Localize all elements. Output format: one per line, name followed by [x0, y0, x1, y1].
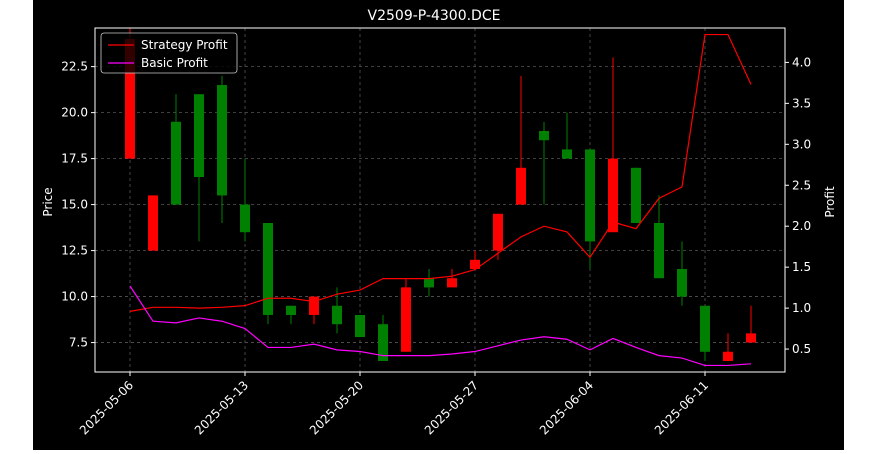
candle-body	[608, 158, 618, 233]
candle-body	[493, 213, 503, 251]
candle-body	[447, 278, 457, 288]
y-tick-label-left: 22.5	[61, 60, 88, 74]
y-tick-label-left: 12.5	[61, 244, 88, 258]
candlestick-chart: 7.5 10.0 12.5 15.0 17.5 20.0 22.5 2025-05-06 202…	[41, 8, 837, 437]
candle-body	[746, 333, 756, 343]
candle-body	[470, 259, 480, 269]
candle-body	[562, 149, 572, 159]
candle-body	[286, 305, 296, 315]
candle-body	[194, 94, 204, 178]
candle-body	[263, 222, 273, 315]
candle-body	[677, 268, 687, 297]
y-tick-label-left: 20.0	[61, 106, 88, 120]
candle-body	[171, 121, 181, 205]
candle-body	[723, 351, 733, 361]
y-axis-label-left: Price	[41, 187, 55, 216]
legend-box	[100, 32, 238, 74]
x-tick-label: 2025-05-13	[192, 378, 251, 437]
candle-body	[585, 149, 595, 242]
candle-body	[631, 167, 641, 223]
legend: Strategy Profit Basic Profit	[100, 32, 238, 74]
candle-body	[424, 278, 434, 288]
chart-figure: 7.5 10.0 12.5 15.0 17.5 20.0 22.5 2025-05-06 202…	[33, 0, 844, 450]
candle-body	[516, 167, 526, 205]
x-tick-label: 2025-06-04	[537, 378, 596, 437]
y-tick-label-right: 1.5	[792, 260, 811, 274]
candle-body	[355, 314, 365, 338]
y-tick-label-left: 10.0	[61, 290, 88, 304]
legend-label: Strategy Profit	[141, 38, 228, 52]
x-tick-label: 2025-05-27	[422, 378, 481, 437]
y-tick-label-right: 3.0	[792, 137, 811, 151]
legend-label: Basic Profit	[141, 56, 208, 70]
candle-body	[309, 296, 319, 315]
plot-frame	[94, 27, 786, 373]
profit-lines	[129, 33, 752, 367]
y-tick-label-right: 1.0	[792, 301, 811, 315]
candle-body	[539, 131, 549, 141]
candles	[125, 28, 756, 361]
y-tick-label-left: 7.5	[69, 336, 88, 350]
x-tick-label: 2025-05-20	[307, 378, 366, 437]
y-tick-label-right: 4.0	[792, 55, 811, 69]
candle-body	[378, 324, 388, 361]
candle-body	[148, 195, 158, 251]
candle-body	[240, 204, 250, 233]
y-tick-label-left: 15.0	[61, 198, 88, 212]
y-tick-label-right: 2.0	[792, 219, 811, 233]
series-line	[129, 33, 752, 312]
candle-body	[401, 287, 411, 352]
y-tick-label-right: 3.5	[792, 96, 811, 110]
y-axis-label-right: Profit	[823, 186, 837, 218]
candle-body	[654, 222, 664, 279]
chart-title: V2509-P-4300.DCE	[368, 8, 501, 24]
candle-body	[125, 39, 135, 159]
y-tick-label-right: 0.5	[792, 342, 811, 356]
candle-body	[217, 85, 227, 196]
x-tick-label: 2025-06-11	[652, 378, 711, 437]
candle-body	[700, 305, 710, 352]
series-line	[129, 285, 752, 367]
y-tick-label-left: 17.5	[61, 152, 88, 166]
y-tick-label-right: 2.5	[792, 178, 811, 192]
x-tick-label: 2025-05-06	[77, 378, 136, 437]
axes-frame	[94, 27, 786, 373]
candle-body	[332, 305, 342, 325]
